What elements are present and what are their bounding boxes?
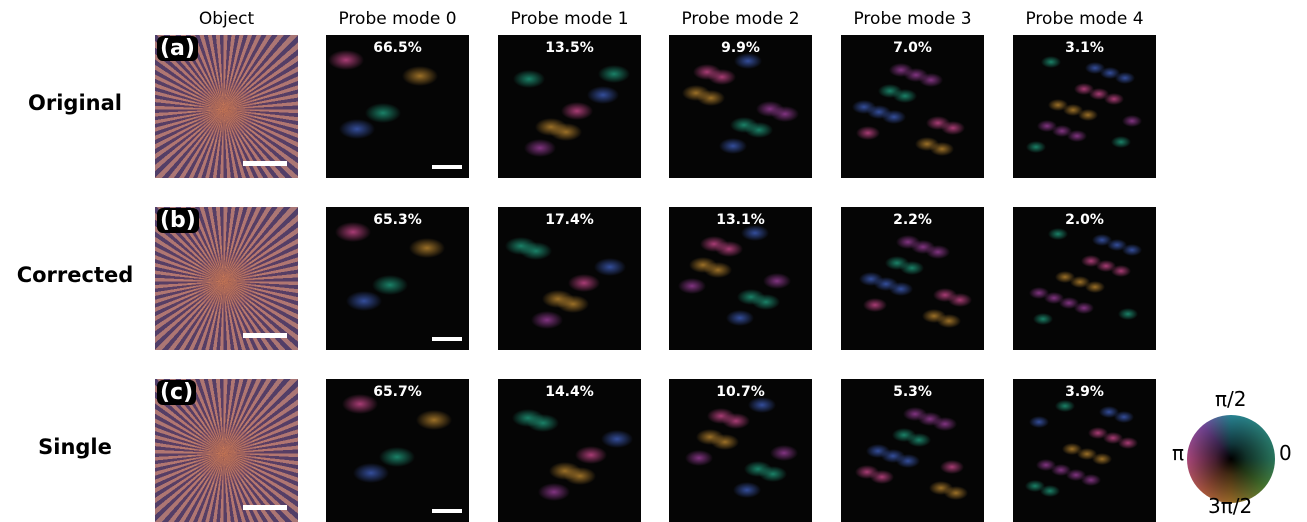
column-header: Probe mode 0 (312, 9, 483, 29)
scale-bar (432, 509, 462, 513)
probe-mode-image: 7.0% (841, 35, 984, 178)
probe-mode-image: 5.3% (841, 379, 984, 522)
mode-percentage: 7.0% (841, 40, 984, 56)
object-image: (c) (155, 379, 298, 522)
probe-mode-image: 3.9% (1013, 379, 1156, 522)
mode-percentage: 13.5% (498, 40, 641, 56)
probe-mode-image: 65.3% (326, 207, 469, 350)
row-label: Original (0, 91, 150, 115)
mode-percentage: 5.3% (841, 384, 984, 400)
mode-percentage: 3.1% (1013, 40, 1156, 56)
column-header: Probe mode 3 (827, 9, 998, 29)
object-image: (a) (155, 35, 298, 178)
wheel-label: 0 (1279, 441, 1292, 465)
probe-mode-image: 14.4% (498, 379, 641, 522)
mode-percentage: 13.1% (669, 212, 812, 228)
probe-mode-image: 3.1% (1013, 35, 1156, 178)
mode-percentage: 65.3% (326, 212, 469, 228)
mode-percentage: 17.4% (498, 212, 641, 228)
row-label: Single (0, 435, 150, 459)
panel-letter: (a) (157, 36, 198, 61)
probe-mode-image: 9.9% (669, 35, 812, 178)
mode-percentage: 2.2% (841, 212, 984, 228)
column-header: Probe mode 1 (484, 9, 655, 29)
probe-mode-image: 2.0% (1013, 207, 1156, 350)
probe-mode-image: 65.7% (326, 379, 469, 522)
mode-percentage: 14.4% (498, 384, 641, 400)
phase-color-wheel (1187, 415, 1275, 503)
panel-letter: (c) (157, 380, 196, 405)
mode-percentage: 10.7% (669, 384, 812, 400)
mode-percentage: 66.5% (326, 40, 469, 56)
mode-percentage: 9.9% (669, 40, 812, 56)
wheel-label: 3π/2 (1208, 494, 1252, 518)
wheel-label: π (1172, 441, 1184, 465)
column-header: Probe mode 4 (999, 9, 1170, 29)
mode-percentage: 65.7% (326, 384, 469, 400)
column-header: Probe mode 2 (655, 9, 826, 29)
scale-bar (432, 165, 462, 169)
scale-bar (432, 337, 462, 341)
probe-mode-image: 13.5% (498, 35, 641, 178)
row-label: Corrected (0, 263, 150, 287)
scale-bar (243, 161, 287, 166)
probe-mode-image: 2.2% (841, 207, 984, 350)
scale-bar (243, 505, 287, 510)
column-header: Object (141, 9, 312, 29)
mode-percentage: 2.0% (1013, 212, 1156, 228)
object-image: (b) (155, 207, 298, 350)
panel-letter: (b) (157, 208, 199, 233)
probe-mode-image: 13.1% (669, 207, 812, 350)
probe-mode-image: 17.4% (498, 207, 641, 350)
probe-mode-image: 10.7% (669, 379, 812, 522)
figure: {"columns": ["Object", "Probe mode 0", "… (0, 0, 1307, 518)
scale-bar (243, 333, 287, 338)
probe-mode-image: 66.5% (326, 35, 469, 178)
mode-percentage: 3.9% (1013, 384, 1156, 400)
wheel-label: π/2 (1215, 387, 1247, 411)
